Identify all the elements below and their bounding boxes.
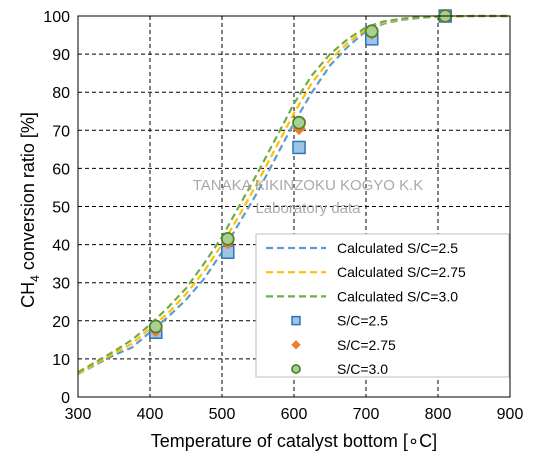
ticks: 300 400 500 600 700 800 900 0 10 20 30 40 50 60 70 80 90… — [43, 9, 523, 423]
legend-label: Calculated S/C=2.75 — [337, 264, 466, 280]
x-axis-title: Temperature of catalyst bottom [∘C] — [151, 431, 437, 451]
x-tick-label: 900 — [497, 406, 524, 423]
data-point-circle — [364, 24, 379, 39]
data-point-circle — [292, 115, 306, 130]
x-tick-label: 500 — [209, 406, 236, 423]
legend-marker-square — [291, 315, 301, 326]
legend-label: S/C=3.0 — [337, 361, 388, 377]
data-point-circle — [220, 231, 235, 246]
y-axis-title-main: CH — [18, 282, 38, 308]
y-axis-title: CH4 conversion ratio [%] — [18, 112, 42, 308]
watermark-line1: TANAKA KIKINZOKU KOGYO K.K — [193, 177, 424, 194]
legend-items: Calculated S/C=2.5 Calculated S/C=2.75 Cal… — [266, 240, 466, 377]
x-tick-label: 400 — [137, 406, 164, 423]
markers — [148, 9, 453, 339]
y-tick-label: 70 — [52, 123, 70, 140]
y-tick-label: 50 — [52, 200, 70, 217]
y-tick-label: 0 — [61, 390, 70, 407]
y-tick-label: 10 — [52, 352, 70, 369]
y-tick-label: 40 — [52, 238, 70, 255]
legend-label: S/C=2.5 — [337, 313, 388, 329]
legend-label: Calculated S/C=2.5 — [337, 240, 458, 256]
x-tick-label: 300 — [65, 406, 92, 423]
legend-marker-diamond — [291, 340, 301, 350]
y-tick-label: 100 — [43, 9, 70, 26]
x-tick-label: 600 — [281, 406, 308, 423]
curves — [77, 14, 510, 376]
legend: Calculated S/C=2.5 Calculated S/C=2.75 Cal… — [255, 233, 510, 378]
y-tick-label: 20 — [52, 314, 70, 331]
y-tick-label: 60 — [52, 161, 70, 178]
y-tick-label: 90 — [52, 47, 70, 64]
y-axis-title-rest: conversion ratio [%] — [18, 112, 38, 275]
watermark-line2: Laboratory data — [255, 200, 361, 217]
series-line-sc30 — [77, 14, 510, 374]
plot-frame — [77, 15, 511, 398]
legend-label: S/C=2.75 — [337, 337, 396, 353]
y-axis-title-sub: 4 — [28, 275, 42, 282]
data-point-circle — [148, 319, 163, 334]
y-tick-label: 80 — [52, 85, 70, 102]
data-point-square — [292, 140, 306, 155]
legend-marker-circle — [291, 364, 301, 374]
legend-box — [255, 233, 510, 378]
x-tick-label: 700 — [353, 406, 380, 423]
legend-label: Calculated S/C=3.0 — [337, 288, 458, 304]
x-tick-label: 800 — [425, 406, 452, 423]
y-tick-label: 30 — [52, 276, 70, 293]
